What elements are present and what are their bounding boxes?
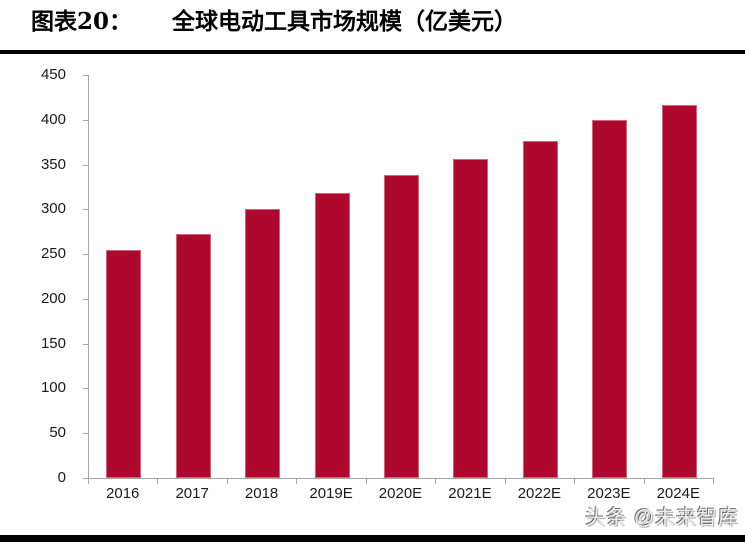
y-axis-tick-mark <box>83 119 88 121</box>
y-axis-tick-mark <box>83 298 88 300</box>
y-axis-tick-label: 150 <box>40 334 66 352</box>
y-axis-tick-label: 250 <box>40 245 66 263</box>
bar-2022E <box>522 141 558 478</box>
y-axis-tick-mark <box>83 433 88 435</box>
bar-2023E <box>592 119 628 478</box>
y-axis-tick-label: 50 <box>49 424 66 442</box>
y-axis-tick-label: 100 <box>40 379 66 397</box>
x-axis-tick-label: 2021E <box>448 485 492 502</box>
x-axis-tick-mark <box>296 479 298 484</box>
y-axis-tick-label: 400 <box>40 110 66 128</box>
x-axis-tick-label: 2024E <box>656 485 700 502</box>
title-divider <box>0 50 745 54</box>
x-axis-tick-mark <box>365 479 367 484</box>
x-axis-tick-label: 2022E <box>517 485 562 502</box>
watermark: 头条 @未来智库 <box>585 506 739 530</box>
x-axis-tick-label: 2023E <box>587 485 631 502</box>
x-axis-tick-label: 2020E <box>378 485 423 502</box>
y-axis-tick-mark <box>83 478 88 479</box>
bar-2020E <box>384 175 419 478</box>
bar-2016 <box>106 249 142 478</box>
x-axis-tick-label: 2019E <box>309 485 353 502</box>
x-axis-tick-mark <box>435 479 437 484</box>
y-axis-tick-label: 300 <box>40 200 66 218</box>
bar-2018 <box>245 209 281 478</box>
y-axis-tick-mark <box>83 75 88 76</box>
y-axis-tick-label: 0 <box>57 469 66 486</box>
x-axis-tick-mark <box>226 479 228 484</box>
figure-header: 图表20： 全球电动工具市场规模（亿美元） <box>31 7 517 37</box>
bar-2024E <box>661 104 697 478</box>
x-axis-tick-mark <box>88 479 89 484</box>
y-axis-tick-mark <box>83 254 88 256</box>
x-axis-tick-mark <box>504 479 506 484</box>
x-axis-tick-mark <box>574 479 576 484</box>
bar-2021E <box>453 159 489 478</box>
plot-area <box>88 75 714 479</box>
y-axis-tick-mark <box>83 343 88 345</box>
x-axis-tick-label: 2017 <box>175 485 209 502</box>
bottom-divider <box>0 535 745 542</box>
x-axis-tick-mark <box>157 479 159 484</box>
x-axis-tick-label: 2016 <box>106 485 140 502</box>
y-axis-tick-label: 200 <box>40 289 66 307</box>
watermark-text: 头条 @未来智库 <box>585 507 739 529</box>
x-axis-tick-mark <box>643 479 645 484</box>
figure-label: 图表20： <box>31 8 133 35</box>
bar-2017 <box>175 233 211 478</box>
bar-chart: 0 50 100 150 200 250 300 350 400 450 2016 2017 2018 2… <box>0 54 745 514</box>
figure-title: 全球电动工具市场规模（亿美元） <box>172 8 518 35</box>
x-axis-tick-label: 2018 <box>244 485 279 502</box>
bar-2019E <box>314 193 350 478</box>
y-axis-tick-mark <box>83 209 88 211</box>
x-axis-tick-mark <box>713 479 714 484</box>
y-axis-tick-mark <box>83 388 88 390</box>
y-axis-tick-mark <box>83 164 88 166</box>
y-axis-tick-label: 350 <box>40 155 66 173</box>
y-axis-tick-label: 450 <box>40 66 66 83</box>
